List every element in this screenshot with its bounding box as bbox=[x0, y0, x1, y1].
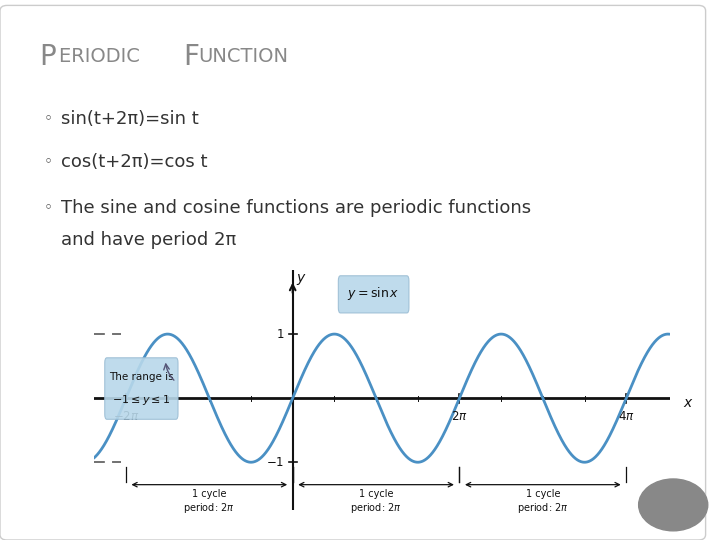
Text: 1 cycle: 1 cycle bbox=[359, 489, 393, 499]
Text: and have period 2π: and have period 2π bbox=[61, 231, 236, 249]
Text: ERIODIC: ERIODIC bbox=[59, 47, 146, 66]
Text: The range is: The range is bbox=[109, 372, 174, 382]
Text: x: x bbox=[683, 396, 691, 410]
Text: $2\pi$: $2\pi$ bbox=[451, 410, 468, 423]
Text: 1 cycle: 1 cycle bbox=[526, 489, 560, 499]
Text: F: F bbox=[184, 43, 199, 71]
Text: $-1 \leq y \leq 1$: $-1 \leq y \leq 1$ bbox=[112, 393, 171, 407]
FancyBboxPatch shape bbox=[0, 5, 706, 540]
Text: 1 cycle: 1 cycle bbox=[192, 489, 227, 499]
Circle shape bbox=[639, 479, 708, 531]
Text: ◦: ◦ bbox=[43, 154, 52, 170]
Text: $4\pi$: $4\pi$ bbox=[618, 410, 634, 423]
Text: UNCTION: UNCTION bbox=[199, 47, 289, 66]
FancyBboxPatch shape bbox=[104, 358, 178, 419]
Text: $y = \sin x$: $y = \sin x$ bbox=[347, 285, 400, 302]
Text: $-1$: $-1$ bbox=[266, 456, 284, 469]
Text: ◦: ◦ bbox=[43, 111, 52, 126]
Text: period: $2\pi$: period: $2\pi$ bbox=[184, 501, 235, 515]
Text: P: P bbox=[40, 43, 56, 71]
Text: period: $2\pi$: period: $2\pi$ bbox=[517, 501, 569, 515]
Text: $-2\pi$: $-2\pi$ bbox=[112, 410, 139, 423]
Text: cos(t+2π)=cos t: cos(t+2π)=cos t bbox=[61, 153, 207, 171]
Text: y: y bbox=[297, 271, 305, 285]
Text: sin(t+2π)=sin t: sin(t+2π)=sin t bbox=[61, 110, 199, 128]
FancyBboxPatch shape bbox=[338, 276, 409, 313]
Text: period: $2\pi$: period: $2\pi$ bbox=[350, 501, 402, 515]
Text: $1$: $1$ bbox=[276, 328, 284, 341]
Text: The sine and cosine functions are periodic functions: The sine and cosine functions are period… bbox=[61, 199, 531, 217]
Text: ◦: ◦ bbox=[43, 200, 52, 215]
